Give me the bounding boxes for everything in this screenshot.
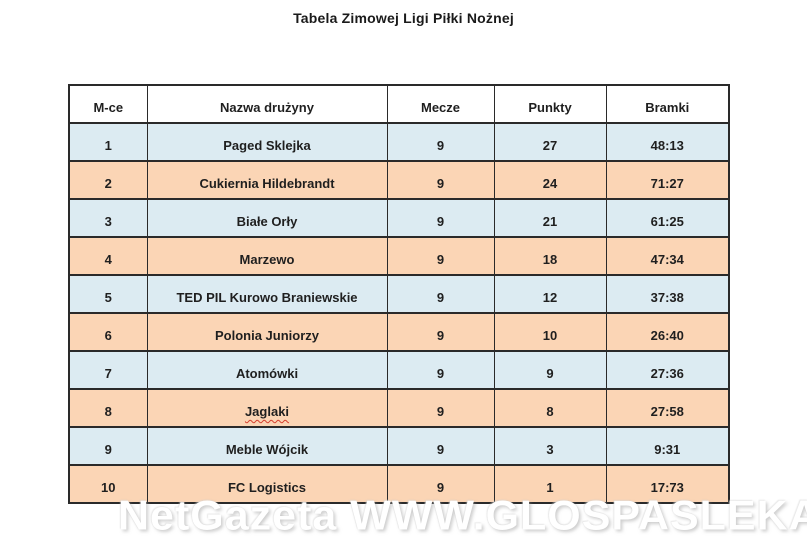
cell-team: Polonia Juniorzy: [146, 312, 388, 352]
cell-team: Jaglaki: [146, 388, 388, 428]
header-cell-place: M-ce: [68, 84, 148, 124]
cell-points: 8: [493, 388, 607, 428]
cell-points: 18: [493, 236, 607, 276]
cell-points: 9: [493, 350, 607, 390]
table-body: 1 Paged Sklejka 9 27 48:13 2 Cukiernia Hildebr…: [68, 122, 730, 504]
table-row: 5 TED PIL Kurowo Braniewskie 9 12 37:38: [68, 274, 730, 314]
header-cell-matches: Mecze: [386, 84, 495, 124]
cell-team: Atomówki: [146, 350, 388, 390]
cell-place: 4: [68, 236, 148, 276]
cell-team: Białe Orły: [146, 198, 388, 238]
cell-points: 1: [493, 464, 607, 504]
cell-goals: 27:36: [605, 350, 730, 390]
cell-matches: 9: [386, 388, 495, 428]
cell-place: 8: [68, 388, 148, 428]
cell-place: 2: [68, 160, 148, 200]
cell-matches: 9: [386, 312, 495, 352]
cell-goals: 9:31: [605, 426, 730, 466]
cell-place: 3: [68, 198, 148, 238]
watermark: NetGazeta WWW.GLOSPASLEKA.PL: [118, 492, 807, 540]
league-table-container: M-ce Nazwa drużyny Mecze Punkty Bramki 1…: [68, 84, 730, 504]
table-row: 7 Atomówki 9 9 27:36: [68, 350, 730, 390]
table-row: 1 Paged Sklejka 9 27 48:13: [68, 122, 730, 162]
cell-matches: 9: [386, 122, 495, 162]
cell-team: FC Logistics: [146, 464, 388, 504]
cell-goals: 47:34: [605, 236, 730, 276]
cell-place: 9: [68, 426, 148, 466]
cell-place: 5: [68, 274, 148, 314]
cell-team: Meble Wójcik: [146, 426, 388, 466]
cell-points: 21: [493, 198, 607, 238]
cell-goals: 48:13: [605, 122, 730, 162]
table-row: 4 Marzewo 9 18 47:34: [68, 236, 730, 276]
cell-points: 27: [493, 122, 607, 162]
table-row: 9 Meble Wójcik 9 3 9:31: [68, 426, 730, 466]
cell-matches: 9: [386, 236, 495, 276]
cell-points: 10: [493, 312, 607, 352]
cell-place: 7: [68, 350, 148, 390]
cell-points: 3: [493, 426, 607, 466]
cell-points: 24: [493, 160, 607, 200]
cell-place: 1: [68, 122, 148, 162]
cell-goals: 71:27: [605, 160, 730, 200]
table-row: 3 Białe Orły 9 21 61:25: [68, 198, 730, 238]
cell-matches: 9: [386, 160, 495, 200]
cell-goals: 17:73: [605, 464, 730, 504]
cell-place: 6: [68, 312, 148, 352]
header-cell-goals: Bramki: [605, 84, 730, 124]
cell-points: 12: [493, 274, 607, 314]
header-cell-points: Punkty: [493, 84, 607, 124]
header-row: M-ce Nazwa drużyny Mecze Punkty Bramki: [68, 84, 730, 124]
cell-matches: 9: [386, 464, 495, 504]
table-row: 2 Cukiernia Hildebrandt 9 24 71:27: [68, 160, 730, 200]
cell-matches: 9: [386, 426, 495, 466]
page-title: Tabela Zimowej Ligi Piłki Nożnej: [293, 10, 514, 26]
league-table: M-ce Nazwa drużyny Mecze Punkty Bramki 1…: [68, 84, 730, 504]
cell-team: Marzewo: [146, 236, 388, 276]
cell-matches: 9: [386, 274, 495, 314]
cell-goals: 27:58: [605, 388, 730, 428]
cell-goals: 61:25: [605, 198, 730, 238]
cell-matches: 9: [386, 198, 495, 238]
table-row: 6 Polonia Juniorzy 9 10 26:40: [68, 312, 730, 352]
table-row: 8 Jaglaki 9 8 27:58: [68, 388, 730, 428]
table-row: 10 FC Logistics 9 1 17:73: [68, 464, 730, 504]
cell-matches: 9: [386, 350, 495, 390]
cell-team: TED PIL Kurowo Braniewskie: [146, 274, 388, 314]
cell-place: 10: [68, 464, 148, 504]
misspelled-team-name: Jaglaki: [244, 404, 290, 419]
cell-goals: 37:38: [605, 274, 730, 314]
cell-goals: 26:40: [605, 312, 730, 352]
cell-team: Cukiernia Hildebrandt: [146, 160, 388, 200]
header-cell-team: Nazwa drużyny: [146, 84, 388, 124]
cell-team: Paged Sklejka: [146, 122, 388, 162]
